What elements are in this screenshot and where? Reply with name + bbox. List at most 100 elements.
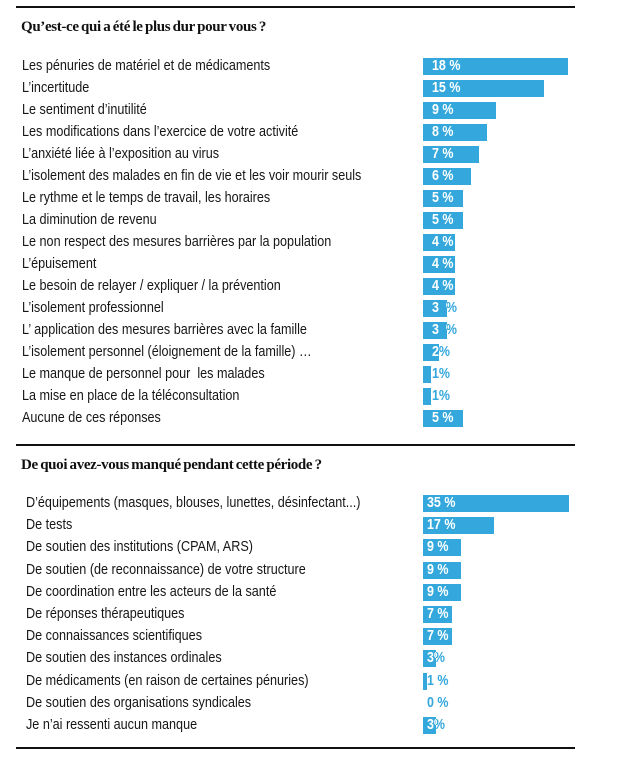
bar: 9 % xyxy=(423,561,461,579)
value-label-on-bar: 5 % xyxy=(432,212,454,228)
bar-row: Aucune de ces réponses 5 %5 % xyxy=(0,410,624,427)
value-label-on-bar: 7 % xyxy=(432,146,454,162)
category-label: L’isolement professionnel xyxy=(22,300,164,316)
bar-row: De soutien (de reconnaissance) de votre … xyxy=(0,561,624,579)
bar-row: Le non respect des mesures barrières par… xyxy=(0,234,624,251)
bar-track: 6 %6 % xyxy=(423,168,583,185)
bar-row: De soutien des institutions (CPAM, ARS) 9… xyxy=(0,539,624,557)
bar-row: Le sentiment d’inutilité 9 %9 % xyxy=(0,102,624,119)
bar-row: Les pénuries de matériel et de médicamen… xyxy=(0,58,624,75)
bar-row: De réponses thérapeutiques 7 %7 % xyxy=(0,606,624,623)
bar-row: La diminution de revenu 5 %5 % xyxy=(0,212,624,229)
bar-track: 2%2% xyxy=(423,344,583,361)
bar: 1 % xyxy=(423,672,427,690)
bar-row: L’isolement personnel (éloignement de la… xyxy=(0,344,624,361)
value-label-on-bar: 3% xyxy=(427,650,436,667)
category-label: La diminution de revenu xyxy=(22,212,157,228)
value-label-on-bar: 9 % xyxy=(427,561,449,578)
bar-track: 3 %3 % xyxy=(423,322,583,339)
value-label-on-bar: 4 % xyxy=(432,234,454,250)
category-label: L’anxiété liée à l’exposition au virus xyxy=(22,146,220,162)
bar-track: 9 %9 % xyxy=(423,539,583,557)
category-label: Le non respect des mesures barrières par… xyxy=(22,234,332,250)
category-label: De tests xyxy=(26,517,73,534)
category-label: De soutien des instances ordinales xyxy=(26,650,222,667)
category-label: Les modifications dans l’exercice de vot… xyxy=(22,124,299,140)
value-label-on-bar: 5 % xyxy=(432,190,454,206)
bar-row: De tests 17 %17 % xyxy=(0,517,624,535)
bar: 6 % xyxy=(423,168,471,185)
category-label: La mise en place de la téléconsultation xyxy=(22,388,240,404)
value-label-on-bar: 6 % xyxy=(432,168,454,184)
bar: 1% xyxy=(423,388,431,405)
bar: 3 % xyxy=(423,300,447,317)
bar-track: 17 %17 % xyxy=(423,517,583,535)
category-label: De réponses thérapeutiques xyxy=(26,606,185,622)
bar: 18 % xyxy=(423,58,568,75)
category-label: De soutien des institutions (CPAM, ARS) xyxy=(26,539,253,556)
bar: 3% xyxy=(423,650,436,668)
bar-track: 1%1% xyxy=(423,366,583,383)
bar-row: D’équipements (masques, blouses, lunette… xyxy=(0,495,624,512)
category-label: Le manque de personnel pour les malades xyxy=(22,366,265,382)
category-label: L’épuisement xyxy=(22,256,97,272)
bar-row: De soutien des organisations syndicales 0… xyxy=(0,695,624,712)
bar-track: 9 %9 % xyxy=(423,561,583,579)
bar-track: 8 %8 % xyxy=(423,124,583,141)
bar: 4 % xyxy=(423,278,455,295)
chart-title-hardest: Qu’est-ce qui a été le plus dur pour vou… xyxy=(21,19,267,35)
bottom-rule xyxy=(16,747,575,749)
bar: 1% xyxy=(423,366,431,383)
value-label-on-bar: 8 % xyxy=(432,124,454,140)
value-label-on-bar: 9 % xyxy=(427,583,449,600)
bar: 9 % xyxy=(423,583,461,601)
value-label: 0 % xyxy=(427,694,449,711)
bar-row: La mise en place de la téléconsultation 1… xyxy=(0,388,624,405)
bar-track: 5 %5 % xyxy=(423,410,583,427)
bar-track: 7 %7 % xyxy=(423,628,583,646)
section-divider xyxy=(16,444,575,446)
bar-row: L’ application des mesures barrières ave… xyxy=(0,322,624,339)
bar-track: 3%3% xyxy=(423,717,583,734)
value-label-on-bar: 15 % xyxy=(432,80,461,96)
bar-track: 3%3% xyxy=(423,650,583,668)
bar-row: De coordination entre les acteurs de la … xyxy=(0,583,624,601)
bar-track: 9 %9 % xyxy=(423,583,583,601)
bar: 7 % xyxy=(423,606,452,623)
category-label: Aucune de ces réponses xyxy=(22,410,161,426)
bar-track: 4 %4 % xyxy=(423,234,583,251)
bar-track: 7 %7 % xyxy=(423,606,583,623)
value-label-on-bar: 18 % xyxy=(432,58,461,74)
category-label: De soutien des organisations syndicales xyxy=(26,694,252,711)
bar-track: 4 %4 % xyxy=(423,278,583,295)
bar-track: 3 %3 % xyxy=(423,300,583,317)
value-label-on-bar: 35 % xyxy=(427,495,456,511)
bar-row: L’anxiété liée à l’exposition au virus 7 … xyxy=(0,146,624,163)
bar-row: De médicaments (en raison de certaines p… xyxy=(0,672,624,690)
bar-row: L’isolement professionnel 3 %3 % xyxy=(0,300,624,317)
bar-row: Le besoin de relayer / expliquer / la pr… xyxy=(0,278,624,295)
category-label: L’isolement personnel (éloignement de la… xyxy=(22,344,312,360)
category-label: Le rythme et le temps de travail, les ho… xyxy=(22,190,271,206)
value-label: 1% xyxy=(432,366,451,382)
bar-row: Le manque de personnel pour les malades 1… xyxy=(0,366,624,383)
category-label: Le besoin de relayer / expliquer / la pr… xyxy=(22,278,281,294)
bar-track: 5 %5 % xyxy=(423,190,583,207)
bar-track: 7 %7 % xyxy=(423,146,583,163)
bar: 5 % xyxy=(423,212,463,229)
value-label-on-bar: 3% xyxy=(427,717,436,733)
bar-track: 9 %9 % xyxy=(423,102,583,119)
category-label: Je n’ai ressenti aucun manque xyxy=(26,717,198,733)
bar-track: 1%1% xyxy=(423,388,583,405)
bar: 4 % xyxy=(423,256,455,273)
category-label: De médicaments (en raison de certaines p… xyxy=(26,672,309,689)
bar-track: 4 %4 % xyxy=(423,256,583,273)
bar: 7 % xyxy=(423,146,479,163)
bar-row: L’épuisement 4 %4 % xyxy=(0,256,624,273)
bar: 8 % xyxy=(423,124,487,141)
value-label: 1 % xyxy=(427,672,449,689)
category-label: Les pénuries de matériel et de médicamen… xyxy=(22,58,271,74)
category-label: L’isolement des malades en fin de vie et… xyxy=(22,168,362,184)
bar-track: 0 %0 % xyxy=(423,695,583,712)
bar-row: Les modifications dans l’exercice de vot… xyxy=(0,124,624,141)
